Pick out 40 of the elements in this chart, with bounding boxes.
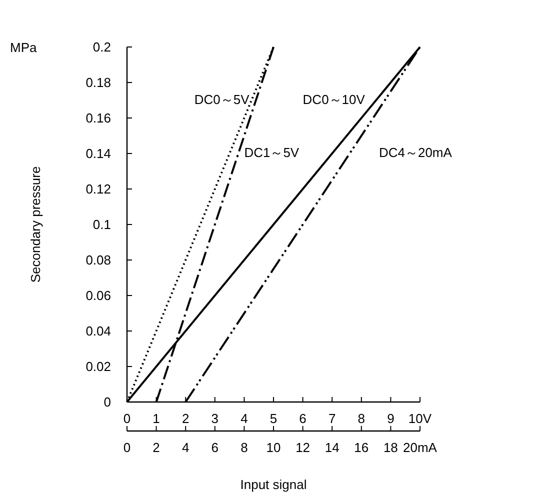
y-tick-label: 0.02 bbox=[86, 359, 111, 374]
x2-tick-label: 0 bbox=[123, 440, 131, 455]
x2-tick-label: 10 bbox=[266, 440, 281, 455]
y-tick-label: 0.1 bbox=[92, 217, 111, 232]
x-tick-label: 4 bbox=[240, 411, 248, 426]
x2-tick-label: 18 bbox=[383, 440, 398, 455]
x-tick-label: 6 bbox=[299, 411, 306, 426]
y-tick-label: 0.04 bbox=[86, 324, 111, 338]
y-tick-label: 0.08 bbox=[86, 252, 111, 268]
y-tick-label: 0.18 bbox=[86, 75, 111, 90]
x-tick-label: 1 bbox=[152, 411, 160, 426]
x-tick-label: 8 bbox=[358, 411, 366, 426]
x-tick-label: 9 bbox=[387, 411, 394, 426]
y-tick-label: 0.14 bbox=[86, 146, 111, 161]
series-label: DC4～20mA bbox=[378, 145, 452, 160]
series-label: DC1～5V bbox=[244, 145, 300, 160]
y-tick-label: 0.06 bbox=[86, 288, 111, 303]
text: MPa bbox=[10, 40, 38, 55]
x2-tick-label: 12 bbox=[296, 440, 310, 455]
x-tick-label: 3 bbox=[211, 411, 219, 426]
y-tick-label: 0.16 bbox=[86, 110, 111, 126]
x2-tick-label: 6 bbox=[211, 440, 219, 455]
x-tick-label: 2 bbox=[182, 411, 190, 426]
x-axis-title: Input signal bbox=[240, 477, 307, 492]
x-tick-label: 10V bbox=[408, 411, 432, 426]
y-tick-label: 0.2 bbox=[92, 40, 111, 54]
x2-tick-label: 20mA bbox=[403, 440, 438, 455]
x2-tick-label: 14 bbox=[324, 440, 340, 455]
series-label: DC0～10V bbox=[302, 92, 366, 107]
y-tick-label: 0 bbox=[104, 394, 111, 410]
x2-tick-label: 8 bbox=[240, 440, 248, 455]
series-label: DC0～5V bbox=[194, 92, 250, 107]
y-axis-title: Secondary pressure bbox=[28, 166, 43, 283]
x-tick-label: 5 bbox=[270, 411, 278, 426]
x-tick-label: 0 bbox=[123, 411, 131, 426]
x-tick-label: 7 bbox=[328, 411, 336, 426]
x2-tick-label: 4 bbox=[182, 440, 190, 455]
x2-tick-label: 2 bbox=[152, 440, 160, 455]
x2-tick-label: 16 bbox=[354, 440, 369, 455]
y-tick-label: 0.12 bbox=[86, 182, 111, 196]
